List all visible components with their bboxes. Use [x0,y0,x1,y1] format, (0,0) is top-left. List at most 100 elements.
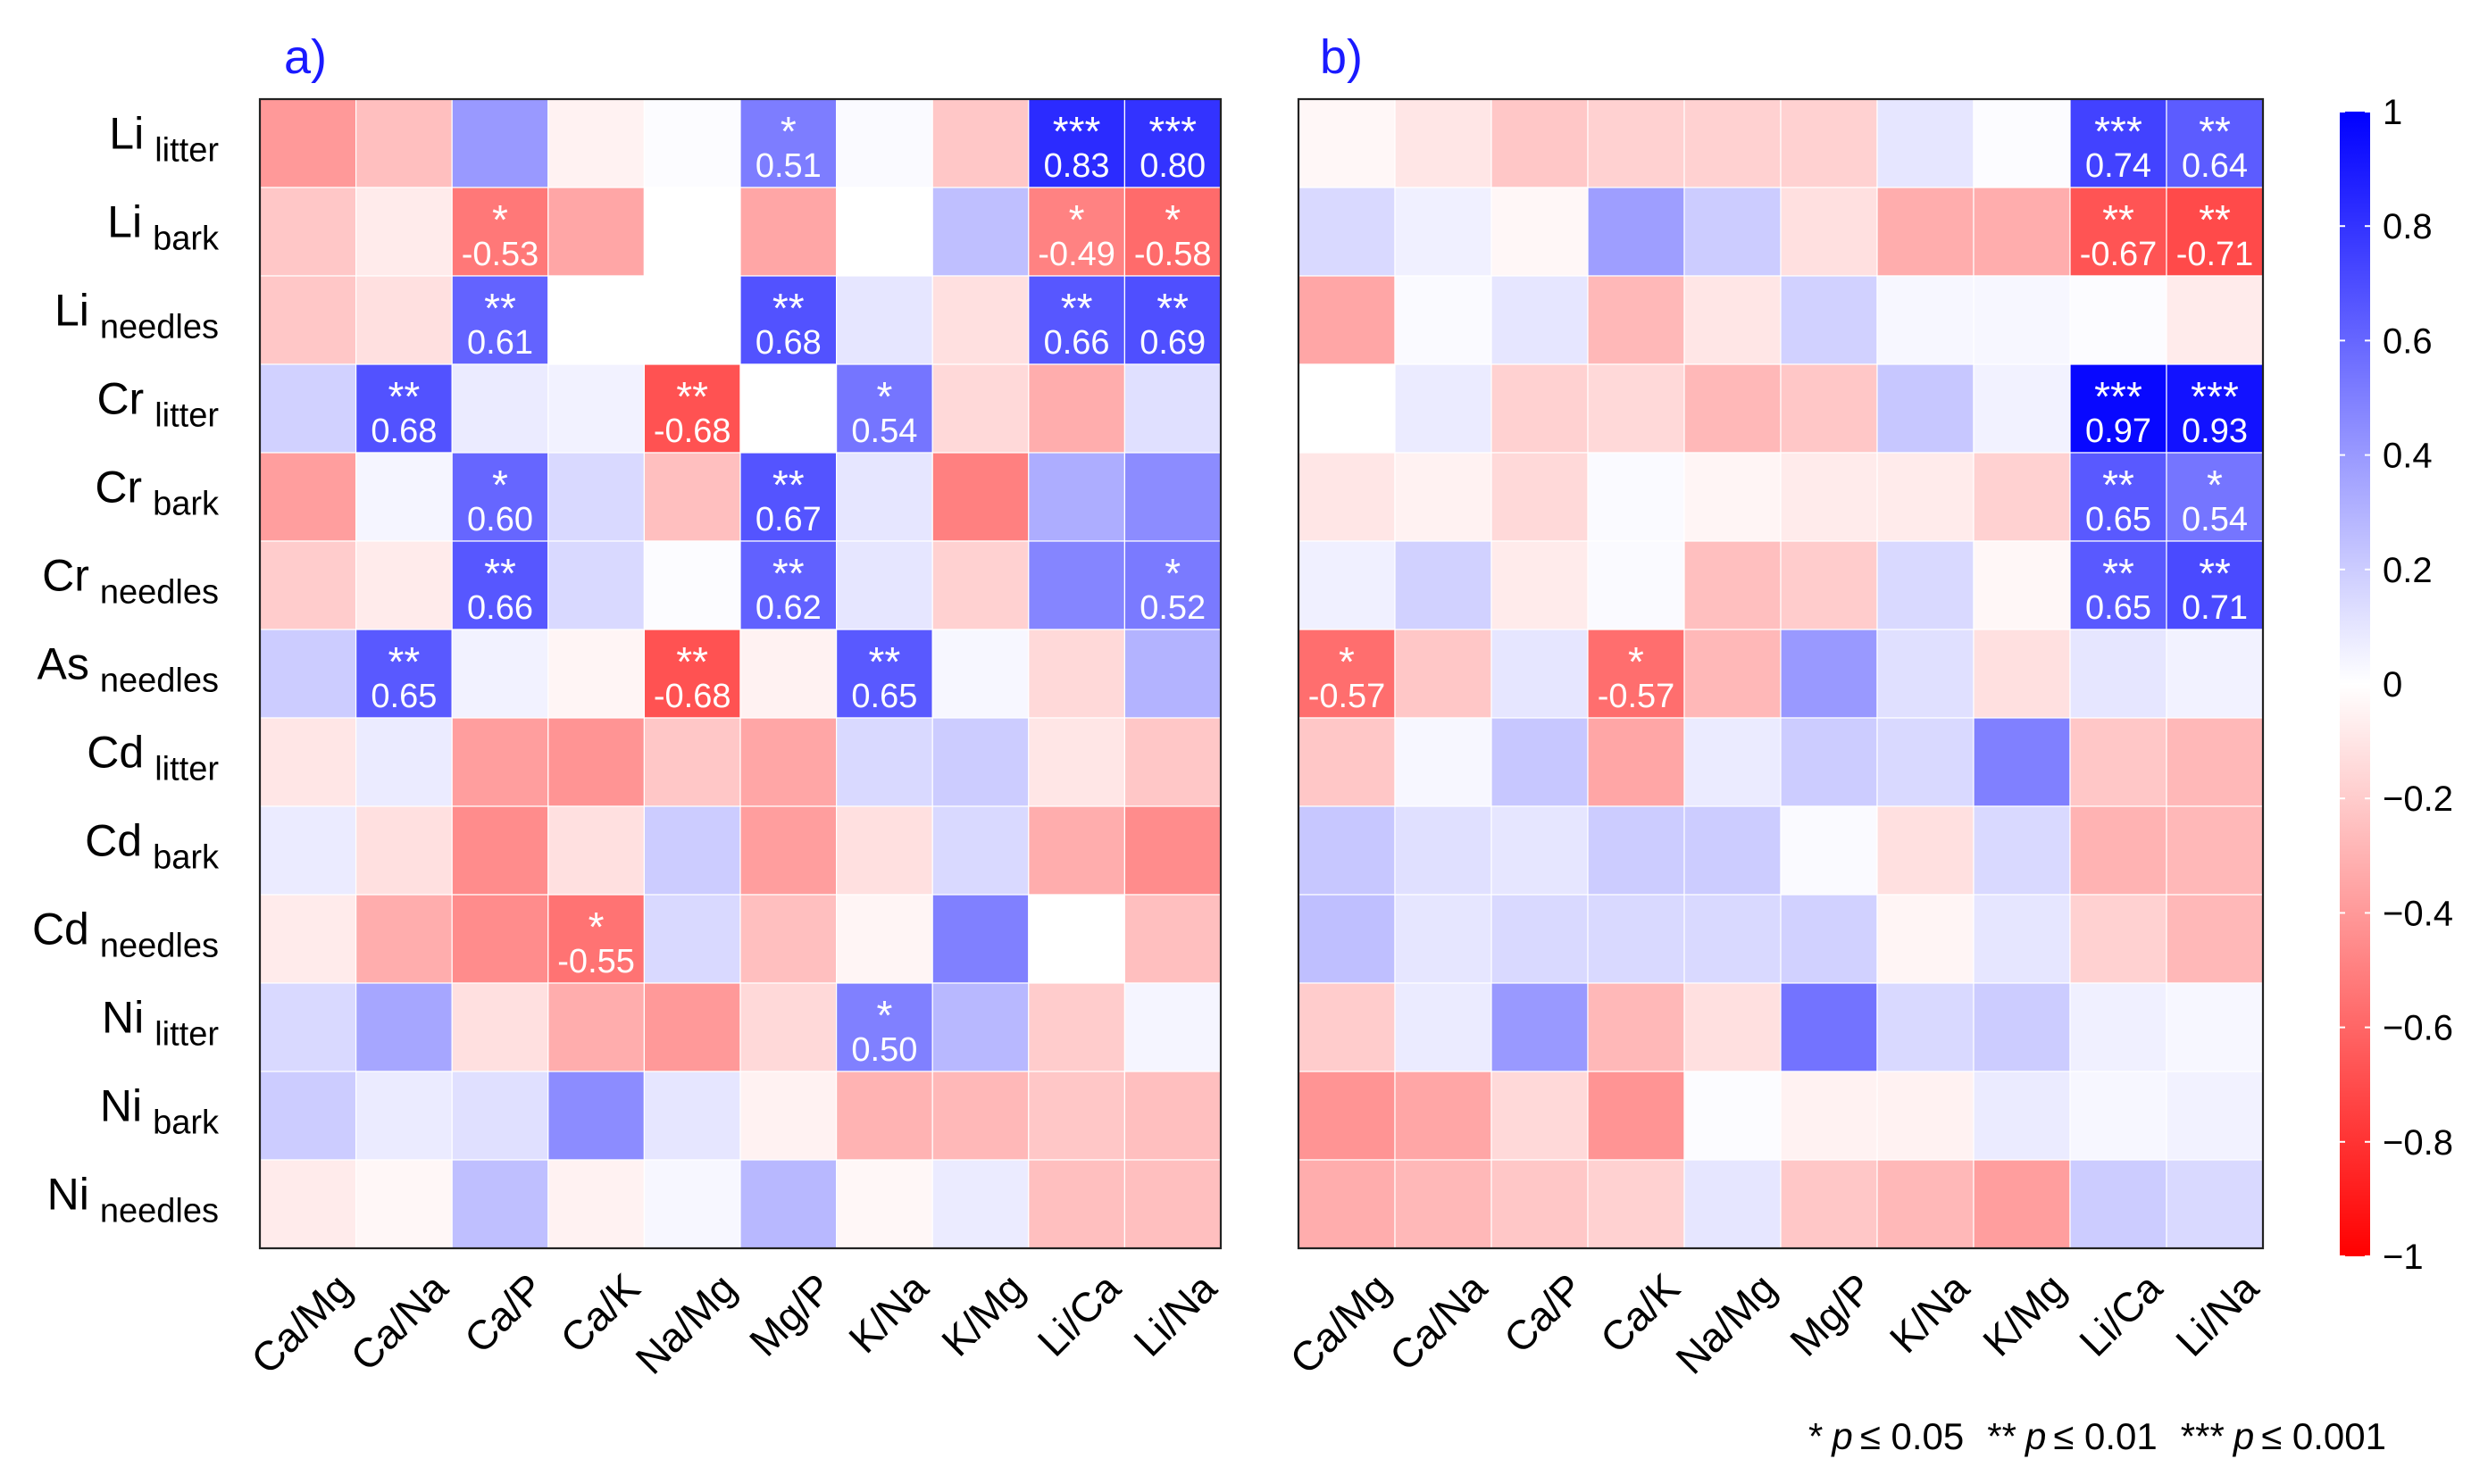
heatmap-cell [1876,982,1975,1072]
significance-stars: ** [1061,285,1093,331]
heatmap-cell [1298,98,1396,188]
heatmap-cell [1780,98,1878,188]
heatmap-cell [259,98,357,188]
heatmap-cell [1973,540,2071,630]
correlation-value-label: 0.71 [2182,589,2248,627]
correlation-value-label: 0.69 [1140,324,1206,362]
colorbar-tick-label: −1 [2383,1238,2424,1277]
significance-stars: ** [2199,196,2231,243]
correlation-value-label: 0.65 [2085,589,2151,627]
heatmap-cell [1028,717,1126,807]
heatmap-cell [643,363,741,454]
heatmap-cell [2166,629,2264,719]
footnote-stars-1: * [1808,1415,1823,1457]
x-tick-label: Li/Na [1124,1264,1225,1365]
heatmap-cell [643,187,741,277]
heatmap-cell [1587,982,1685,1072]
x-tick-label: Ca/P [455,1264,553,1362]
significance-stars: ** [2199,550,2231,596]
y-tick-label: Cr litter [96,374,219,435]
heatmap-cell [835,275,933,365]
heatmap-cell [1394,1071,1492,1161]
heatmap-cell [643,982,741,1072]
heatmap-cell [2166,982,2264,1072]
heatmap-cell [1780,363,1878,454]
significance-stars: ** [772,285,805,331]
heatmap-cell [739,1159,838,1249]
heatmap-cell [2069,717,2167,807]
heatmap-cell [1123,805,1222,896]
y-tick-label: Ni needles [47,1170,219,1230]
correlation-value-label: 0.60 [467,501,533,538]
heatmap-cell [259,187,357,277]
significance-stars: * [1165,550,1181,596]
heatmap-cell [1780,275,1878,365]
heatmap-cell [1394,452,1492,542]
significance-stars: ** [2102,196,2134,243]
heatmap-cell [1298,452,1396,542]
heatmap-cell [451,717,549,807]
heatmap-cell [1683,275,1782,365]
heatmap-cell [1028,1159,1126,1249]
heatmap-cell [1490,982,1589,1072]
correlation-value-label: 0.52 [1140,589,1206,627]
heatmap-cell [1973,98,2071,188]
heatmap-cell [1587,363,1685,454]
heatmap-cell [1298,1159,1396,1249]
heatmap-cell [1876,363,1975,454]
x-tick-label: Na/Mg [1666,1264,1785,1383]
heatmap-cell [1876,187,1975,277]
heatmap-cell [2069,629,2167,719]
heatmap-cell [931,894,1030,984]
heatmap-cell [451,187,549,277]
heatmap-cell [1876,805,1975,896]
heatmap-cell [2069,982,2167,1072]
heatmap-cell [643,717,741,807]
significance-stars: *** [2094,108,2142,154]
heatmap-cell [1973,275,2071,365]
significance-stars: * [492,462,508,508]
heatmap-cell [1973,187,2071,277]
heatmap-cell [259,1159,357,1249]
heatmap-cell [2069,1071,2167,1161]
x-tick-label: Li/Ca [1029,1264,1130,1365]
heatmap-cell [1876,275,1975,365]
footnote-threshold-1: ≤ 0.05 [1860,1415,1964,1457]
heatmap-cell [547,1071,645,1161]
correlation-value-label: -0.67 [2080,236,2158,273]
heatmap-cell [1876,629,1975,719]
heatmap-cell [739,629,838,719]
heatmap-cell [355,982,453,1072]
correlation-value-label: 0.65 [2085,501,2151,538]
heatmap-cell [739,805,838,896]
heatmap-cell [1780,1071,1878,1161]
significance-stars: *** [1148,108,1197,154]
heatmap-cell [547,894,645,984]
colorbar-tick-label: 0 [2383,665,2402,704]
heatmap-cell [1028,363,1126,454]
correlation-value-label: -0.57 [1308,678,1386,715]
heatmap-cell [1876,98,1975,188]
heatmap-cell [259,982,357,1072]
significance-stars: * [876,992,892,1038]
heatmap-cell [739,982,838,1072]
footnote-threshold-3: ≤ 0.001 [2261,1415,2386,1457]
y-tick-label: Cd bark [85,816,220,877]
heatmap-cell [1028,894,1126,984]
x-tick-label: Ca/Na [1381,1264,1496,1380]
heatmap-cell [1028,1071,1126,1161]
correlation-value-label: -0.53 [462,236,539,273]
heatmap-cell [739,452,838,542]
footnote-p-3: p [2232,1415,2254,1457]
heatmap-cell [739,187,838,277]
heatmap-cell [1490,894,1589,984]
significance-stars: ** [1156,285,1189,331]
heatmap-cell [1123,717,1222,807]
heatmap-cell [931,1159,1030,1249]
heatmap-cell [2166,363,2264,454]
footnote-stars-2: ** [1987,1415,2016,1457]
heatmap-cell [547,1159,645,1249]
heatmap-cell [1973,1159,2071,1249]
heatmap-cell [1490,1159,1589,1249]
correlation-value-label: 0.62 [756,589,822,627]
